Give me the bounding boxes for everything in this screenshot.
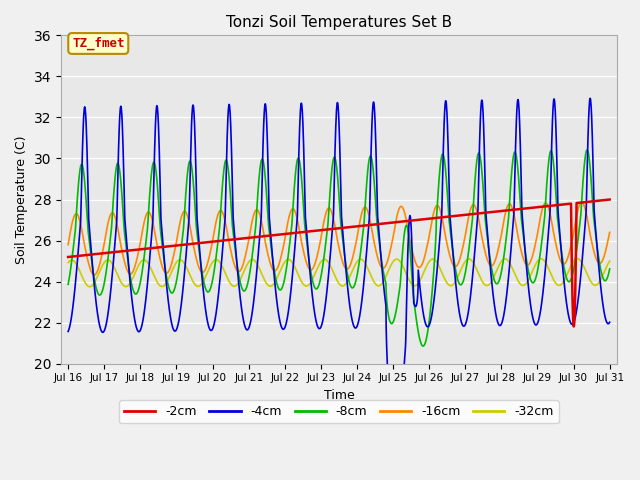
Y-axis label: Soil Temperature (C): Soil Temperature (C): [15, 135, 28, 264]
Text: TZ_fmet: TZ_fmet: [72, 37, 125, 50]
Legend: -2cm, -4cm, -8cm, -16cm, -32cm: -2cm, -4cm, -8cm, -16cm, -32cm: [119, 400, 559, 423]
Title: Tonzi Soil Temperatures Set B: Tonzi Soil Temperatures Set B: [226, 15, 452, 30]
X-axis label: Time: Time: [323, 389, 355, 402]
